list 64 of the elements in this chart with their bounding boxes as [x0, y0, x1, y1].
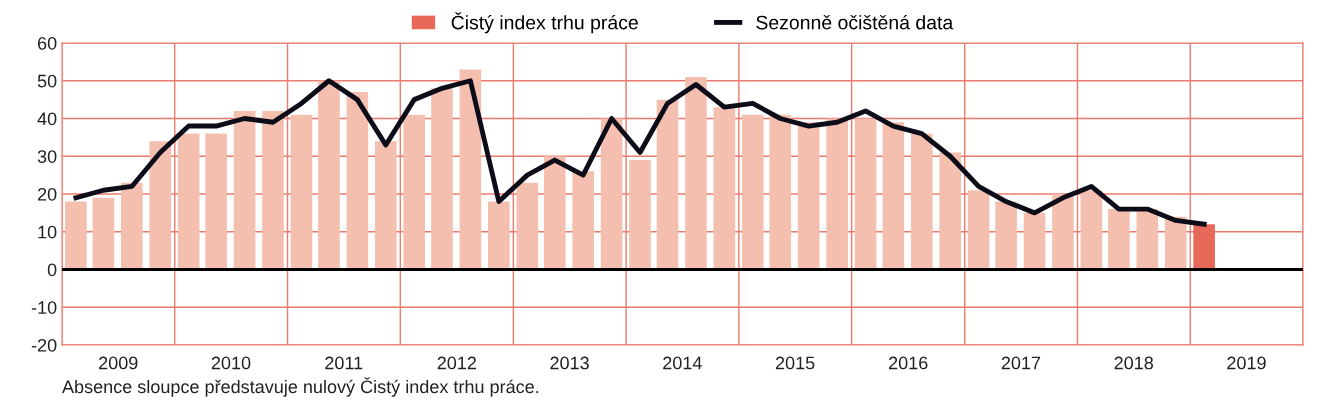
bar — [346, 92, 369, 270]
bar — [1023, 212, 1046, 270]
x-tick-label: 2015 — [775, 356, 815, 370]
x-tick-label: 2012 — [437, 356, 476, 370]
bar — [290, 114, 313, 270]
y-tick-label: 30 — [37, 150, 57, 163]
legend-label: Sezonně očištěná data — [756, 14, 954, 30]
bar — [741, 114, 764, 270]
bar — [121, 182, 143, 270]
bar — [797, 122, 820, 270]
bar — [826, 118, 848, 270]
bar — [769, 114, 792, 270]
bar — [1080, 190, 1103, 270]
y-tick-label: 20 — [37, 187, 57, 201]
bar — [403, 114, 425, 270]
y-tick-label: 50 — [37, 74, 57, 88]
bar — [516, 182, 539, 270]
bar — [1108, 209, 1130, 270]
bar — [685, 76, 707, 270]
x-tick-label: 2009 — [99, 356, 138, 370]
bar — [149, 141, 172, 270]
y-tick-label: -20 — [31, 338, 57, 352]
bar — [262, 110, 284, 270]
bar — [65, 201, 87, 270]
y-tick-label: 0 — [47, 263, 57, 277]
bar — [600, 118, 623, 270]
y-tick-label: -10 — [31, 301, 57, 314]
bar — [572, 171, 594, 270]
bar — [939, 152, 962, 270]
x-tick-label: 2010 — [211, 356, 251, 370]
bar — [1193, 224, 1215, 270]
x-tick-label: 2016 — [889, 356, 928, 370]
bar — [656, 99, 679, 270]
bar — [205, 133, 227, 270]
y-tick-label: 10 — [38, 225, 57, 239]
bar — [910, 133, 933, 270]
bar — [459, 69, 482, 270]
bar — [1052, 194, 1074, 270]
bar — [629, 160, 651, 270]
bar — [233, 110, 256, 270]
bar — [882, 122, 905, 270]
bar — [967, 190, 990, 270]
bar — [177, 133, 200, 270]
bar — [1136, 209, 1159, 270]
y-tick-label: 60 — [37, 36, 57, 50]
bar — [854, 118, 877, 270]
bar — [92, 197, 115, 270]
text: Absence sloupce představuje nulový Čistý index trhu práce. — [62, 377, 539, 397]
x-tick-label: 2011 — [325, 356, 363, 370]
x-tick-label: 2017 — [1001, 356, 1041, 370]
bar — [374, 141, 397, 270]
x-tick-label: 2013 — [550, 356, 589, 370]
line-series — [73, 78, 1207, 227]
bar — [713, 107, 736, 270]
bar — [488, 201, 510, 270]
series-label: Čistý index trhu práce — [451, 12, 638, 34]
x-tick-label: 2014 — [663, 356, 702, 370]
bar — [318, 80, 340, 270]
bar — [431, 88, 453, 270]
y-tick-label: 40 — [37, 112, 57, 126]
bar — [995, 201, 1017, 270]
x-tick-label: 2018 — [1114, 356, 1153, 370]
bar — [543, 156, 566, 270]
x-tick-label: 2019 — [1227, 356, 1266, 370]
